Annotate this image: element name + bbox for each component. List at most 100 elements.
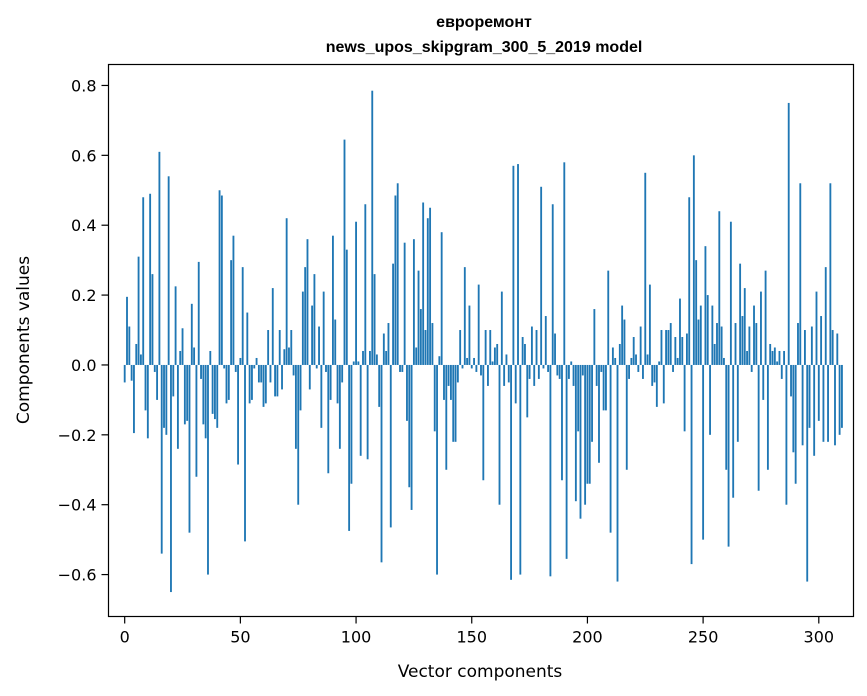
bar-297 [810,326,813,365]
bar-236 [669,323,672,365]
y-tick-label: 0.0 [71,356,96,375]
bar-175 [528,364,531,379]
bar-27 [186,364,189,421]
bar-60 [262,364,265,407]
bar-31 [195,364,198,477]
bar-138 [443,364,445,400]
chart-title: евроремонт news_upos_skipgram_300_5_2019… [326,14,643,56]
bar-202 [591,364,593,442]
bar-254 [711,305,714,365]
bar-168 [512,165,515,365]
y-tick-label: −0.2 [58,426,97,445]
bar-293 [801,364,804,446]
bar-19 [167,176,170,365]
bar-104 [364,204,367,365]
bar-5 [135,343,138,365]
bar-280 [771,350,774,365]
y-axis-label: Components values [14,256,34,424]
bar-98 [350,364,353,484]
bar-41 [218,190,221,365]
bar-207 [602,364,605,411]
bar-306 [831,330,834,365]
bar-224 [642,364,644,379]
bar-128 [419,309,422,365]
bar-263 [732,364,735,498]
bar-81 [311,305,314,365]
bar-34 [202,364,205,425]
bar-95 [343,139,346,365]
bar-99 [352,361,355,365]
bar-171 [519,364,522,575]
bar-111 [380,364,383,563]
bar-28 [188,364,191,533]
bar-15 [158,151,161,365]
bar-69 [283,349,286,365]
bar-139 [445,364,448,470]
bar-7 [139,354,142,365]
bar-155 [482,364,485,481]
bar-17 [163,364,165,428]
bar-107 [371,90,374,365]
bar-103 [362,350,364,365]
bar-193 [570,361,573,365]
bar-173 [524,343,526,365]
bar-8 [142,197,145,365]
bar-272 [753,305,755,365]
bar-10 [146,364,149,439]
bar-299 [815,291,818,365]
bar-172 [521,337,524,365]
bar-212 [614,357,617,365]
bar-97 [348,364,351,531]
bar-209 [607,270,610,365]
bar-265 [736,364,739,442]
bar-296 [808,364,811,428]
bar-278 [766,364,769,470]
bar-230 [655,364,658,407]
bar-266 [739,263,742,365]
bar-44 [225,364,228,404]
bar-100 [355,221,357,365]
bar-283 [778,350,781,365]
bar-201 [588,364,591,484]
bar-249 [699,305,702,365]
bar-142 [452,364,455,442]
bar-298 [813,364,816,456]
bar-286 [785,364,788,505]
bar-228 [651,364,654,386]
bar-75 [297,364,300,505]
bar-108 [373,274,376,365]
bar-273 [755,323,758,365]
bar-194 [572,364,575,386]
bar-222 [637,364,640,372]
bar-169 [514,364,517,404]
bar-78 [304,267,307,365]
bar-135 [436,364,438,575]
bar-122 [406,364,408,421]
bar-284 [780,364,783,379]
bar-45 [227,364,230,400]
bar-88 [327,364,330,474]
bar-24 [179,350,182,365]
bar-4 [133,364,135,434]
bar-118 [396,183,399,365]
bar-255 [713,343,716,365]
bar-161 [496,343,499,365]
x-tick-label: 300 [804,628,835,647]
bar-2 [128,326,131,365]
bar-180 [540,186,543,365]
bar-238 [674,337,677,365]
bar-93 [338,364,341,449]
bar-185 [551,204,554,365]
bar-279 [769,343,772,365]
bar-150 [470,364,473,369]
bar-241 [681,337,684,365]
bar-232 [660,330,663,365]
bar-136 [438,356,441,365]
bar-200 [586,364,589,484]
bar-109 [375,354,378,365]
bar-234 [665,330,668,365]
bar-124 [410,364,413,510]
bar-74 [294,364,297,449]
bar-145 [459,330,462,365]
bar-1 [126,296,128,365]
